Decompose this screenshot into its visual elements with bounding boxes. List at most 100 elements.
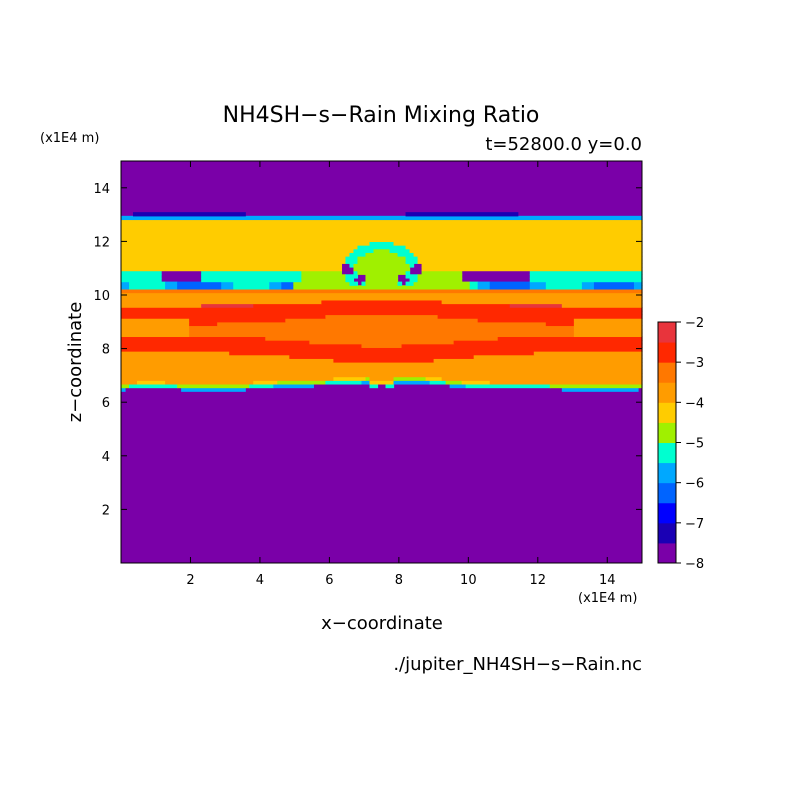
- contour-band: [121, 299, 322, 305]
- contour-band: [437, 314, 643, 319]
- contour-band: [477, 318, 575, 323]
- contour-band: [121, 303, 202, 308]
- contour-band: [121, 336, 266, 341]
- colorbar-swatch: [658, 522, 676, 544]
- contour-band: [449, 383, 467, 389]
- colorbar-swatch: [658, 482, 676, 504]
- contour-band: [593, 281, 635, 286]
- contour-band: [129, 281, 166, 286]
- contour-band: [581, 281, 595, 286]
- contour-band: [121, 288, 643, 294]
- contour-band: [121, 245, 359, 250]
- contour-band: [233, 281, 270, 286]
- contour-band: [453, 340, 643, 345]
- contour-band: [477, 285, 491, 290]
- contour-band: [309, 340, 455, 345]
- contour-band: [369, 376, 395, 381]
- contour-band: [121, 274, 162, 279]
- contour-band: [441, 299, 643, 305]
- colorbar-swatch: [658, 362, 676, 383]
- contour-band: [461, 380, 491, 385]
- contour-band: [345, 259, 359, 264]
- contour-band: [121, 332, 190, 338]
- contour-band: [289, 354, 475, 359]
- contour-band: [121, 347, 643, 352]
- contour-band: [361, 281, 367, 286]
- contour-band: [269, 281, 282, 286]
- contour-band: [353, 248, 375, 253]
- contour-band: [345, 274, 359, 279]
- contour-band: [357, 245, 407, 250]
- contour-band: [633, 285, 643, 290]
- contour-band: [573, 332, 643, 338]
- contour-band: [121, 223, 643, 228]
- contour-band: [121, 256, 347, 261]
- contour-band: [217, 321, 547, 327]
- contour-band: [177, 285, 222, 290]
- contour-band: [529, 281, 547, 286]
- contour-band: [121, 237, 643, 242]
- contour-band: [369, 383, 379, 389]
- contour-band: [325, 314, 439, 319]
- contour-band: [373, 248, 391, 253]
- contour-band: [189, 321, 218, 327]
- colorbar-tick-label: −7: [685, 517, 704, 532]
- contour-band: [469, 281, 479, 286]
- y-tick-label: 10: [93, 289, 110, 304]
- contour-band: [121, 296, 643, 301]
- contour-band: [121, 241, 371, 246]
- contour-band: [401, 343, 643, 348]
- contour-band: [413, 281, 471, 286]
- contour-band: [121, 325, 190, 330]
- contour-band: [529, 285, 547, 290]
- contour-band: [321, 299, 443, 305]
- contour-band: [177, 383, 250, 389]
- contour-band: [573, 329, 643, 334]
- contour-band: [365, 376, 371, 381]
- contour-band: [365, 274, 399, 279]
- x-unit-label: (x1E4 m): [578, 591, 637, 606]
- contour-band: [249, 383, 274, 389]
- contour-band: [417, 274, 463, 279]
- y-tick-label: 2: [102, 503, 110, 518]
- contour-band: [357, 256, 407, 261]
- contour-band: [417, 259, 643, 264]
- contour-band: [121, 354, 290, 359]
- contour-band: [121, 343, 363, 348]
- contour-band: [497, 336, 643, 341]
- contour-band: [353, 263, 411, 268]
- contour-band: [121, 365, 643, 370]
- contour-band: [409, 263, 415, 268]
- contour-band: [477, 281, 491, 286]
- contour-band: [573, 318, 643, 323]
- contour-band: [469, 285, 479, 290]
- contour-band: [405, 256, 419, 261]
- contour-band: [121, 230, 643, 235]
- contour-band: [533, 351, 643, 356]
- contour-band: [405, 259, 419, 264]
- contour-band: [189, 325, 575, 330]
- contour-band: [509, 303, 563, 308]
- contour-band: [177, 281, 222, 286]
- contour-band: [333, 376, 367, 381]
- contour-band: [165, 281, 178, 286]
- contour-band: [369, 380, 395, 385]
- chart-subtitle: t=52800.0 y=0.0: [485, 134, 642, 155]
- contour-band: [121, 372, 643, 378]
- contour-field: [121, 161, 643, 563]
- contour-band: [129, 285, 166, 290]
- contour-band: [253, 303, 511, 308]
- contour-band: [293, 281, 351, 286]
- contour-band: [201, 274, 302, 279]
- x-tick-label: 10: [460, 573, 477, 588]
- y-axis: 2 4 6 8 10 12 14: [93, 182, 642, 518]
- colorbar-tick-label: −3: [685, 356, 704, 371]
- contour-band: [121, 226, 643, 232]
- x-tick-label: 6: [325, 573, 333, 588]
- contour-band: [393, 376, 427, 381]
- colorbar-tick-label: −2: [685, 316, 704, 331]
- contour-band: [121, 376, 335, 381]
- contour-band: [409, 248, 643, 253]
- source-file-label: ./jupiter_NH4SH−s−Rain.nc: [393, 654, 642, 675]
- y-tick-label: 6: [102, 396, 110, 411]
